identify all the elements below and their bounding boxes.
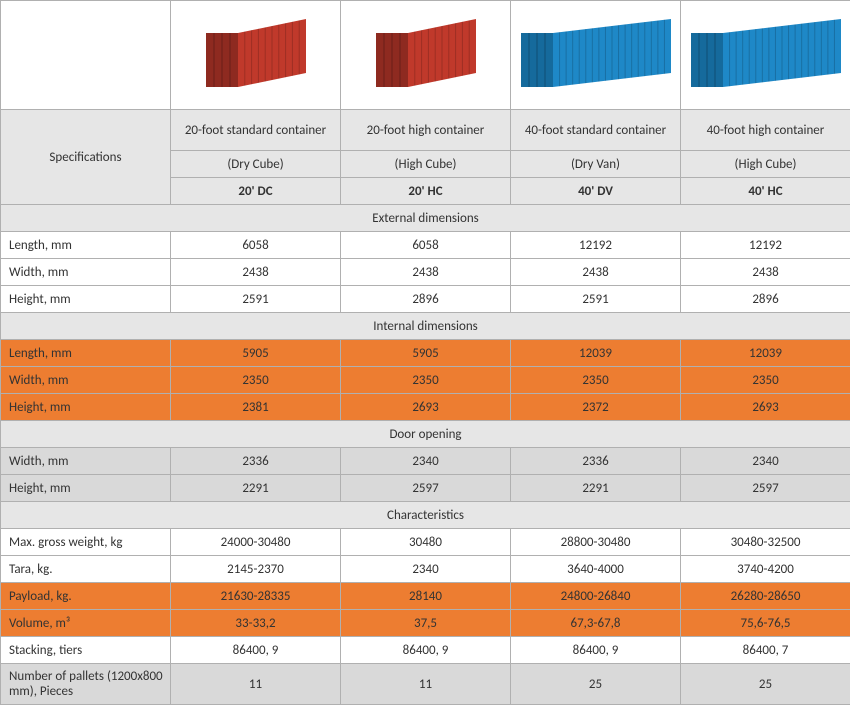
row-val-1: 2340 [341, 556, 511, 583]
row-val-1: 2896 [341, 286, 511, 313]
row-val-0: 2291 [171, 475, 341, 502]
row-val-0: 24000-30480 [171, 529, 341, 556]
row-val-3: 2896 [681, 286, 850, 313]
row-label: Tara, kg. [1, 556, 171, 583]
row-val-2: 2438 [511, 259, 681, 286]
container-type-3: (High Cube) [681, 151, 850, 178]
container-icon [206, 19, 306, 91]
container-type-2: (Dry Van) [511, 151, 681, 178]
row-val-3: 25 [681, 664, 850, 705]
row-val-2: 12192 [511, 232, 681, 259]
row-val-3: 86400, 7 [681, 637, 850, 664]
row-val-2: 67,3-67,8 [511, 610, 681, 637]
row-val-1: 5905 [341, 340, 511, 367]
row-val-1: 2350 [341, 367, 511, 394]
row-val-2: 3640-4000 [511, 556, 681, 583]
row-val-2: 2336 [511, 448, 681, 475]
row-val-0: 2438 [171, 259, 341, 286]
row-val-1: 28140 [341, 583, 511, 610]
row-val-3: 12039 [681, 340, 850, 367]
container-code-1: 20' HC [341, 178, 511, 205]
row-val-0: 2591 [171, 286, 341, 313]
row-label: Number of pallets (1200x800 mm), Pieces [1, 664, 171, 705]
row-label: Height, mm [1, 394, 171, 421]
row-val-1: 86400, 9 [341, 637, 511, 664]
row-val-1: 30480 [341, 529, 511, 556]
row-val-0: 21630-28335 [171, 583, 341, 610]
row-val-1: 37,5 [341, 610, 511, 637]
row-val-0: 6058 [171, 232, 341, 259]
row-val-0: 33-33,2 [171, 610, 341, 637]
row-val-1: 6058 [341, 232, 511, 259]
row-val-1: 2693 [341, 394, 511, 421]
row-val-3: 3740-4200 [681, 556, 850, 583]
row-val-2: 24800-26840 [511, 583, 681, 610]
row-val-0: 2350 [171, 367, 341, 394]
container-name-0: 20-foot standard container [171, 110, 341, 151]
row-label: Length, mm [1, 340, 171, 367]
row-val-3: 2438 [681, 259, 850, 286]
row-label: Volume, m³ [1, 610, 171, 637]
container-image-1 [341, 1, 511, 110]
image-row-spacer [1, 1, 171, 110]
row-val-2: 86400, 9 [511, 637, 681, 664]
row-val-3: 75,6-76,5 [681, 610, 850, 637]
row-val-2: 2291 [511, 475, 681, 502]
section-title-0: External dimensions [1, 205, 850, 232]
container-image-3 [681, 1, 850, 110]
row-label: Stacking, tiers [1, 637, 171, 664]
container-type-1: (High Cube) [341, 151, 511, 178]
row-label: Payload, kg. [1, 583, 171, 610]
row-val-2: 12039 [511, 340, 681, 367]
section-title-characteristics: Characteristics [1, 502, 850, 529]
container-icon [376, 19, 476, 91]
row-label: Height, mm [1, 286, 171, 313]
row-label: Max. gross weight, kg [1, 529, 171, 556]
row-val-3: 12192 [681, 232, 850, 259]
container-image-2 [511, 1, 681, 110]
row-val-0: 2381 [171, 394, 341, 421]
row-val-0: 5905 [171, 340, 341, 367]
row-val-2: 25 [511, 664, 681, 705]
row-val-3: 2340 [681, 448, 850, 475]
section-title-2: Door opening [1, 421, 850, 448]
row-val-0: 2336 [171, 448, 341, 475]
container-icon [691, 19, 841, 91]
row-val-2: 28800-30480 [511, 529, 681, 556]
section-title-1: Internal dimensions [1, 313, 850, 340]
container-code-2: 40' DV [511, 178, 681, 205]
row-val-1: 11 [341, 664, 511, 705]
row-val-2: 2591 [511, 286, 681, 313]
container-image-0 [171, 1, 341, 110]
row-label: Width, mm [1, 259, 171, 286]
container-icon [521, 19, 671, 91]
container-spec-table: Specifications20-foot standard container… [0, 0, 850, 705]
row-label: Height, mm [1, 475, 171, 502]
row-label: Length, mm [1, 232, 171, 259]
row-val-1: 2597 [341, 475, 511, 502]
row-val-3: 2693 [681, 394, 850, 421]
row-val-3: 2597 [681, 475, 850, 502]
row-label: Width, mm [1, 367, 171, 394]
container-name-3: 40-foot high container [681, 110, 850, 151]
container-name-1: 20-foot high container [341, 110, 511, 151]
row-val-3: 26280-28650 [681, 583, 850, 610]
row-val-2: 2350 [511, 367, 681, 394]
container-name-2: 40-foot standard container [511, 110, 681, 151]
container-code-0: 20' DC [171, 178, 341, 205]
container-code-3: 40' HC [681, 178, 850, 205]
row-val-1: 2438 [341, 259, 511, 286]
row-val-3: 30480-32500 [681, 529, 850, 556]
row-val-0: 11 [171, 664, 341, 705]
row-val-0: 86400, 9 [171, 637, 341, 664]
row-val-2: 2372 [511, 394, 681, 421]
container-type-0: (Dry Cube) [171, 151, 341, 178]
row-val-3: 2350 [681, 367, 850, 394]
row-val-1: 2340 [341, 448, 511, 475]
row-label: Width, mm [1, 448, 171, 475]
spec-label: Specifications [1, 110, 171, 205]
row-val-0: 2145-2370 [171, 556, 341, 583]
